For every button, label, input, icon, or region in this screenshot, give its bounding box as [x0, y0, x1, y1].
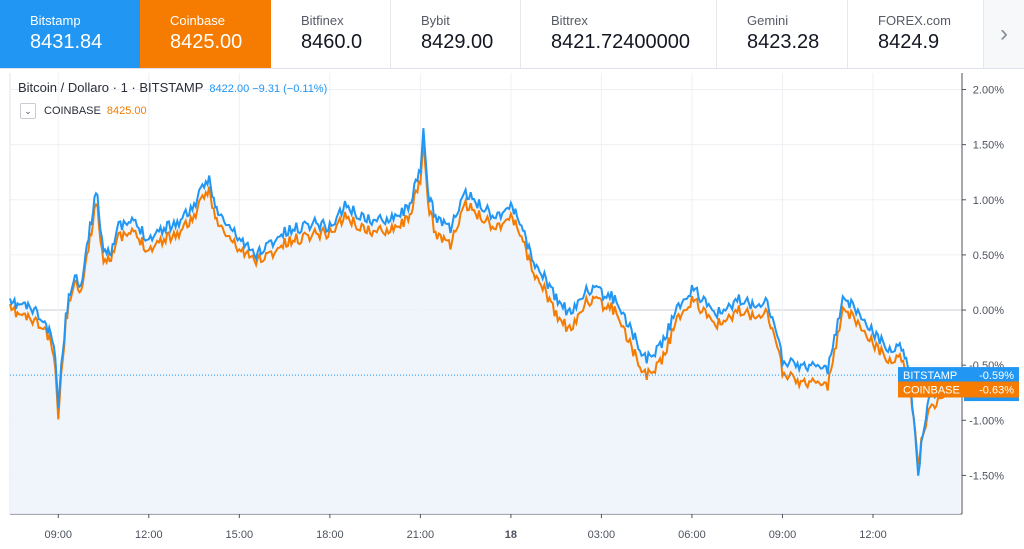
compare-name: COINBASE — [44, 105, 101, 117]
y-tick-label: 2.00% — [973, 85, 1004, 97]
coinbase-line — [9, 139, 962, 465]
bitstamp-label-bg — [898, 367, 1019, 384]
y-tick-label: 0.00% — [973, 305, 1004, 317]
tab-name: Coinbase — [170, 13, 225, 28]
bitstamp-label-name: BITSTAMP — [903, 370, 957, 382]
tab-forex[interactable]: FOREX.com 8424.9 — [848, 0, 984, 68]
x-tick-label: 21:00 — [407, 529, 435, 541]
y-tick-label: 1.00% — [973, 195, 1004, 207]
y-tick-label: -1.50% — [969, 470, 1004, 482]
x-tick-label: 06:00 — [678, 529, 706, 541]
y-tick-label: 0.50% — [973, 250, 1004, 262]
legend-value: 8422.00 −9.31 (−0.11%) — [209, 83, 328, 95]
tab-price: 8421.72400000 — [551, 31, 691, 53]
x-tick-label: 18 — [505, 529, 517, 541]
tab-name: Bybit — [421, 13, 450, 28]
tab-price: 8425.00 — [170, 31, 243, 53]
tab-bitfinex[interactable]: Bitfinex 8460.0 — [271, 0, 391, 68]
tab-name: FOREX.com — [878, 13, 951, 28]
compare-value: 8425.00 — [106, 105, 147, 117]
y-tick-label: -1.00% — [969, 415, 1004, 427]
exchange-tabs: Bitstamp 8431.84 Coinbase 8425.00 Bitfin… — [0, 0, 1024, 69]
tab-bittrex[interactable]: Bittrex 8421.72400000 — [521, 0, 717, 68]
legend-title: Bitcoin / Dollaro · 1 · BITSTAMP — [18, 80, 204, 95]
chart-legend: Bitcoin / Dollaro · 1 · BITSTAMP 8422.00 … — [18, 80, 327, 95]
tab-bybit[interactable]: Bybit 8429.00 — [391, 0, 521, 68]
x-tick-label: 12:00 — [859, 529, 887, 541]
tab-price: 8424.9 — [878, 31, 940, 53]
price-chart: 2.00%1.50%1.00%0.50%0.00%-0.50%-1.00%-1.… — [9, 73, 1019, 541]
chevron-down-icon[interactable]: ⌄ — [20, 103, 36, 119]
tab-name: Bittrex — [551, 13, 588, 28]
compare-legend: ⌄ COINBASE 8425.00 — [20, 103, 147, 119]
tab-price: 8423.28 — [747, 31, 820, 53]
tab-price: 8429.00 — [421, 31, 494, 53]
x-tick-label: 03:00 — [588, 529, 616, 541]
coinbase-label-name: COINBASE — [903, 384, 960, 396]
bitstamp-area — [10, 128, 961, 514]
tab-price: 8431.84 — [30, 31, 103, 53]
x-tick-label: 09:00 — [769, 529, 797, 541]
x-tick-label: 15:00 — [226, 529, 254, 541]
x-tick-label: 12:00 — [135, 529, 163, 541]
bitstamp-line — [9, 128, 962, 476]
x-tick-label: 09:00 — [45, 529, 73, 541]
tab-name: Gemini — [747, 13, 789, 28]
coinbase-label-bg — [898, 381, 1019, 398]
tab-gemini[interactable]: Gemini 8423.28 — [717, 0, 848, 68]
chevron-right-icon[interactable]: › — [984, 0, 1024, 68]
bitstamp-label-value: -0.59% — [979, 370, 1014, 382]
tab-price: 8460.0 — [301, 31, 363, 53]
tab-name: Bitstamp — [30, 13, 81, 28]
coinbase-label-value: -0.63% — [979, 384, 1014, 396]
tab-coinbase[interactable]: Coinbase 8425.00 — [140, 0, 271, 68]
tab-name: Bitfinex — [301, 13, 344, 28]
y-tick-label: 1.50% — [973, 140, 1004, 152]
x-tick-label: 18:00 — [316, 529, 344, 541]
tab-bitstamp[interactable]: Bitstamp 8431.84 — [0, 0, 140, 68]
